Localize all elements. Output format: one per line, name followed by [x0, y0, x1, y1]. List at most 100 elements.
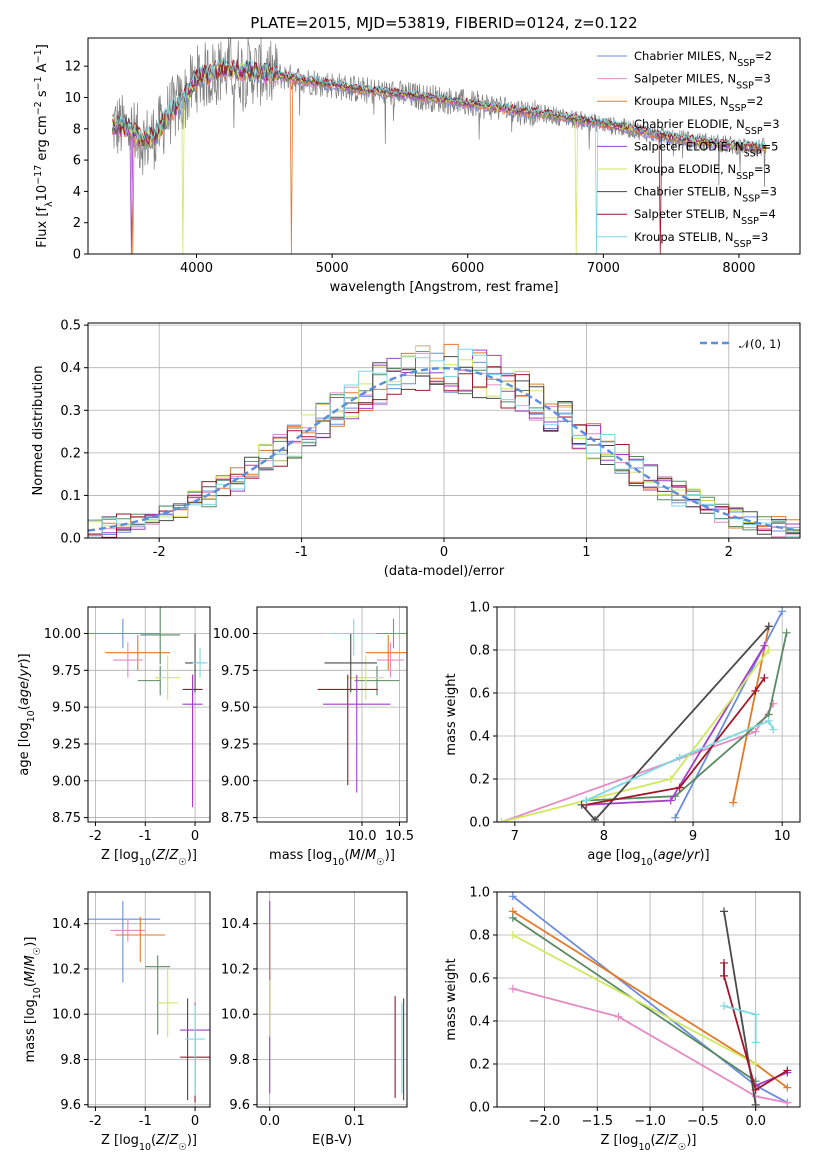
legend-entry: Chabrier STELIB, NSSP=3	[634, 185, 777, 205]
data-point	[508, 984, 517, 993]
series-line	[732, 626, 770, 803]
series-line	[581, 625, 770, 822]
y-tick-label: 8	[73, 122, 81, 137]
errorbar-point	[140, 607, 181, 665]
x-axis-label: wavelength [Angstrom, rest frame]	[330, 280, 559, 295]
data-point	[751, 1085, 760, 1094]
errorbar-point	[110, 919, 146, 942]
data-point	[719, 958, 728, 967]
y-tick-label: 0.4	[469, 730, 490, 745]
series-line	[512, 987, 788, 1104]
y-tick-label: 6	[73, 154, 81, 169]
errorbar-point	[182, 674, 203, 808]
series-salpeter-stelib	[719, 958, 792, 1094]
series-kroupa-stelib	[582, 716, 778, 805]
legend-entry: Kroupa MILES, NSSP=2	[634, 94, 763, 114]
x-tick-label: 10.0	[348, 829, 377, 844]
errorbar-point	[365, 634, 407, 671]
y-tick-label: 0.4	[469, 1015, 490, 1030]
data-point	[591, 815, 600, 822]
errorbar-point	[317, 674, 378, 786]
y-tick-label: 9.00	[221, 774, 250, 789]
errorbar-point	[112, 642, 143, 678]
data-point	[751, 1060, 760, 1068]
data-point	[671, 813, 680, 822]
x-axis-label: Z [log10(Z/Z☉)]	[101, 848, 197, 868]
x-tick-label: 6000	[451, 261, 484, 276]
residuals-panel: -2 -1 0 1 2 0.0 0.1 0.2 0.3 0.4 0.5 (data-model)/er…	[31, 319, 801, 579]
y-tick-label: 0.2	[469, 773, 490, 788]
mass-weight-vs-Z-panel: −2.0 −1.5 −1.0 −0.5 0.0 0.0 0.2 0.4 0.6 0.8 1.0 Z […	[444, 886, 801, 1153]
y-tick-label: 9.50	[52, 701, 81, 716]
errorbar-point	[155, 655, 181, 700]
data-point	[666, 796, 675, 805]
data-point	[769, 725, 778, 734]
spectrum-plot-area	[112, 38, 767, 254]
data-point	[760, 641, 769, 650]
histogram-salpeter-stelib	[88, 366, 800, 538]
y-tick-label: 0.5	[60, 319, 81, 334]
data-point	[497, 818, 506, 822]
x-tick-label: 0.0	[745, 1114, 766, 1129]
series-chabrier-stelib	[577, 622, 773, 822]
x-tick-label: 2	[725, 545, 733, 560]
series-kroupa-stelib	[719, 1001, 760, 1047]
x-axis-label: mass [log10(M/M☉)]	[269, 848, 395, 868]
x-tick-label: −1.0	[634, 1114, 666, 1129]
y-tick-label: 10.2	[221, 962, 250, 977]
y-tick-label: 0.8	[469, 929, 490, 944]
mass-vs-EBV-panel: 0.0 0.1 9.6 9.8 10.0 10.2 10.4 E(B-V)	[221, 891, 408, 1148]
errorbar-point	[137, 665, 161, 696]
series-kroupa-elodie	[497, 646, 773, 822]
series-line	[723, 963, 788, 1092]
x-axis-label: (data-model)/error	[384, 564, 505, 579]
mass-vs-Z-panel: -2 -1 0 9.6 9.8 10.0 10.2 10.4 Z [log10(Z/Z☉)] ma…	[23, 891, 211, 1153]
y-tick-label: 8.75	[52, 811, 81, 826]
legend-entry: Salpeter ELODIE, NSSP=5	[634, 139, 778, 159]
errorbar-point	[324, 633, 377, 693]
x-axis-label: E(B-V)	[312, 1133, 352, 1148]
y-tick-label: 9.25	[221, 737, 250, 752]
errorbar-point	[331, 618, 377, 656]
y-tick-label: 10.2	[52, 962, 81, 977]
normal-distribution-curve	[88, 367, 798, 532]
legend-entry: Kroupa ELODIE, NSSP=3	[634, 162, 771, 182]
data-point	[782, 628, 791, 637]
errorbar-point	[115, 916, 166, 963]
data-point	[508, 931, 517, 939]
series-line	[585, 677, 766, 806]
y-tick-label: 9.75	[221, 664, 250, 679]
legend-entry: Chabrier MILES, NSSP=2	[634, 49, 772, 69]
data-point	[751, 1010, 760, 1019]
x-tick-label: 9	[689, 829, 697, 844]
axes-frame	[87, 37, 801, 255]
x-tick-label: -1	[139, 1114, 152, 1129]
model-line-salpeter-elodie	[112, 61, 767, 254]
y-axis-label: age [log10(age/yr)]	[17, 653, 37, 775]
x-tick-label: 0.0	[259, 1114, 280, 1129]
y-tick-label: 9.6	[60, 1098, 81, 1113]
y-tick-label: 9.8	[229, 1053, 250, 1068]
data-point	[675, 753, 684, 762]
mass-vs-Z-plot-area	[88, 901, 210, 1103]
data-point	[729, 798, 738, 807]
legend-entry: 𝒩(0, 1)	[739, 337, 781, 351]
y-tick-label: 0	[73, 248, 81, 263]
errorbar-point	[157, 968, 178, 1037]
x-tick-label: 0	[191, 829, 199, 844]
data-point	[751, 1038, 760, 1047]
y-tick-label: 9.6	[229, 1098, 250, 1113]
legend-entry: Salpeter MILES, NSSP=3	[634, 72, 771, 92]
data-point	[778, 607, 787, 616]
x-tick-label: 10.5	[385, 829, 414, 844]
y-axis-label: Normed distribution	[31, 366, 46, 496]
axes-frame	[496, 891, 801, 1108]
data-point	[508, 892, 517, 901]
y-tick-label: 10.0	[221, 1008, 250, 1023]
x-tick-label: 0	[191, 1114, 199, 1129]
mass-weight-vs-age-panel: 7 8 9 10 0.0 0.2 0.4 0.6 0.8 1.0 age [log10(age/yr…	[444, 601, 801, 868]
data-point	[719, 907, 728, 916]
x-tick-label: -1	[295, 545, 308, 560]
y-tick-label: 10.00	[213, 627, 250, 642]
